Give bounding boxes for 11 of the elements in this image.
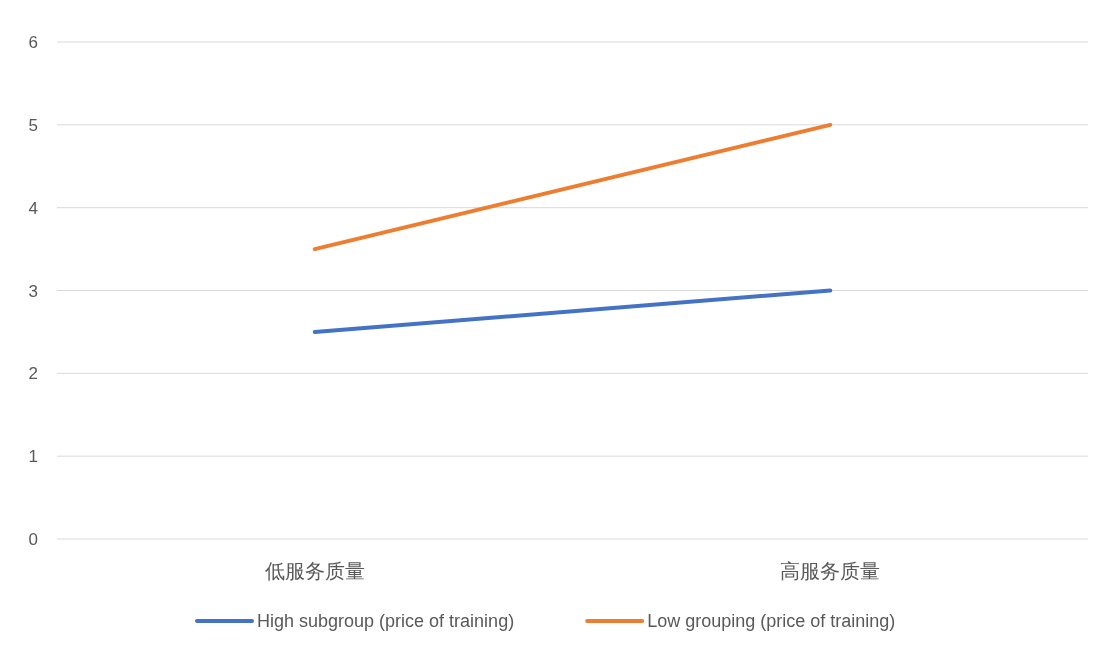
y-tick-label: 6 [28,33,38,52]
y-tick-label: 1 [28,447,38,467]
legend-label: Low grouping (price of training) [647,611,896,631]
y-tick-label: 4 [28,198,38,218]
x-tick-label: 低服务质量 [264,560,365,582]
y-tick-label: 0 [28,530,38,549]
x-tick-label: 高服务质量 [780,560,881,582]
y-tick-label: 5 [28,115,38,135]
legend-label: High subgroup (price of training) [257,611,515,631]
y-tick-label: 3 [28,281,38,301]
y-tick-label: 2 [28,364,38,384]
